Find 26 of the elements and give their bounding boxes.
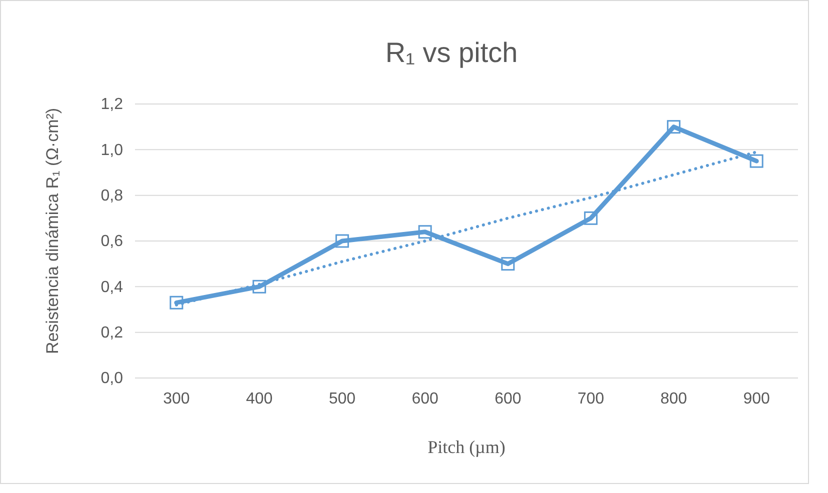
point — [252, 280, 266, 294]
x-tick-label: 900 — [743, 390, 770, 408]
x-tick-label: 700 — [577, 390, 604, 408]
y-tick-label: 1,2 — [100, 96, 124, 114]
point — [501, 257, 515, 271]
chart-title: R₁ vs pitch — [385, 37, 518, 68]
y-tick-label: 0,6 — [100, 233, 124, 250]
y-axis-title: Resistencia dinámica R₁ (Ω·cm²) — [43, 108, 62, 354]
y-tick-label: 0,0 — [100, 370, 124, 388]
x-tick-label: 600 — [412, 390, 439, 408]
point — [666, 120, 680, 134]
x-tick-label: 600 — [494, 390, 522, 408]
point — [750, 154, 764, 168]
x-tick-label: 500 — [328, 390, 356, 408]
x-tick-label: 800 — [660, 390, 688, 408]
x-axis-title: Pitch (µm) — [428, 437, 506, 457]
point — [170, 296, 184, 310]
y-tick-label: 0,2 — [100, 324, 124, 342]
y-tick-label: 0,4 — [100, 278, 124, 296]
point — [335, 234, 349, 248]
y-tick-label: 1,0 — [100, 142, 124, 159]
y-tick-label: 0,8 — [100, 187, 124, 204]
x-tick-label: 300 — [163, 390, 190, 408]
point — [418, 225, 432, 239]
x-tick-label: 400 — [246, 390, 273, 408]
point — [584, 211, 598, 225]
